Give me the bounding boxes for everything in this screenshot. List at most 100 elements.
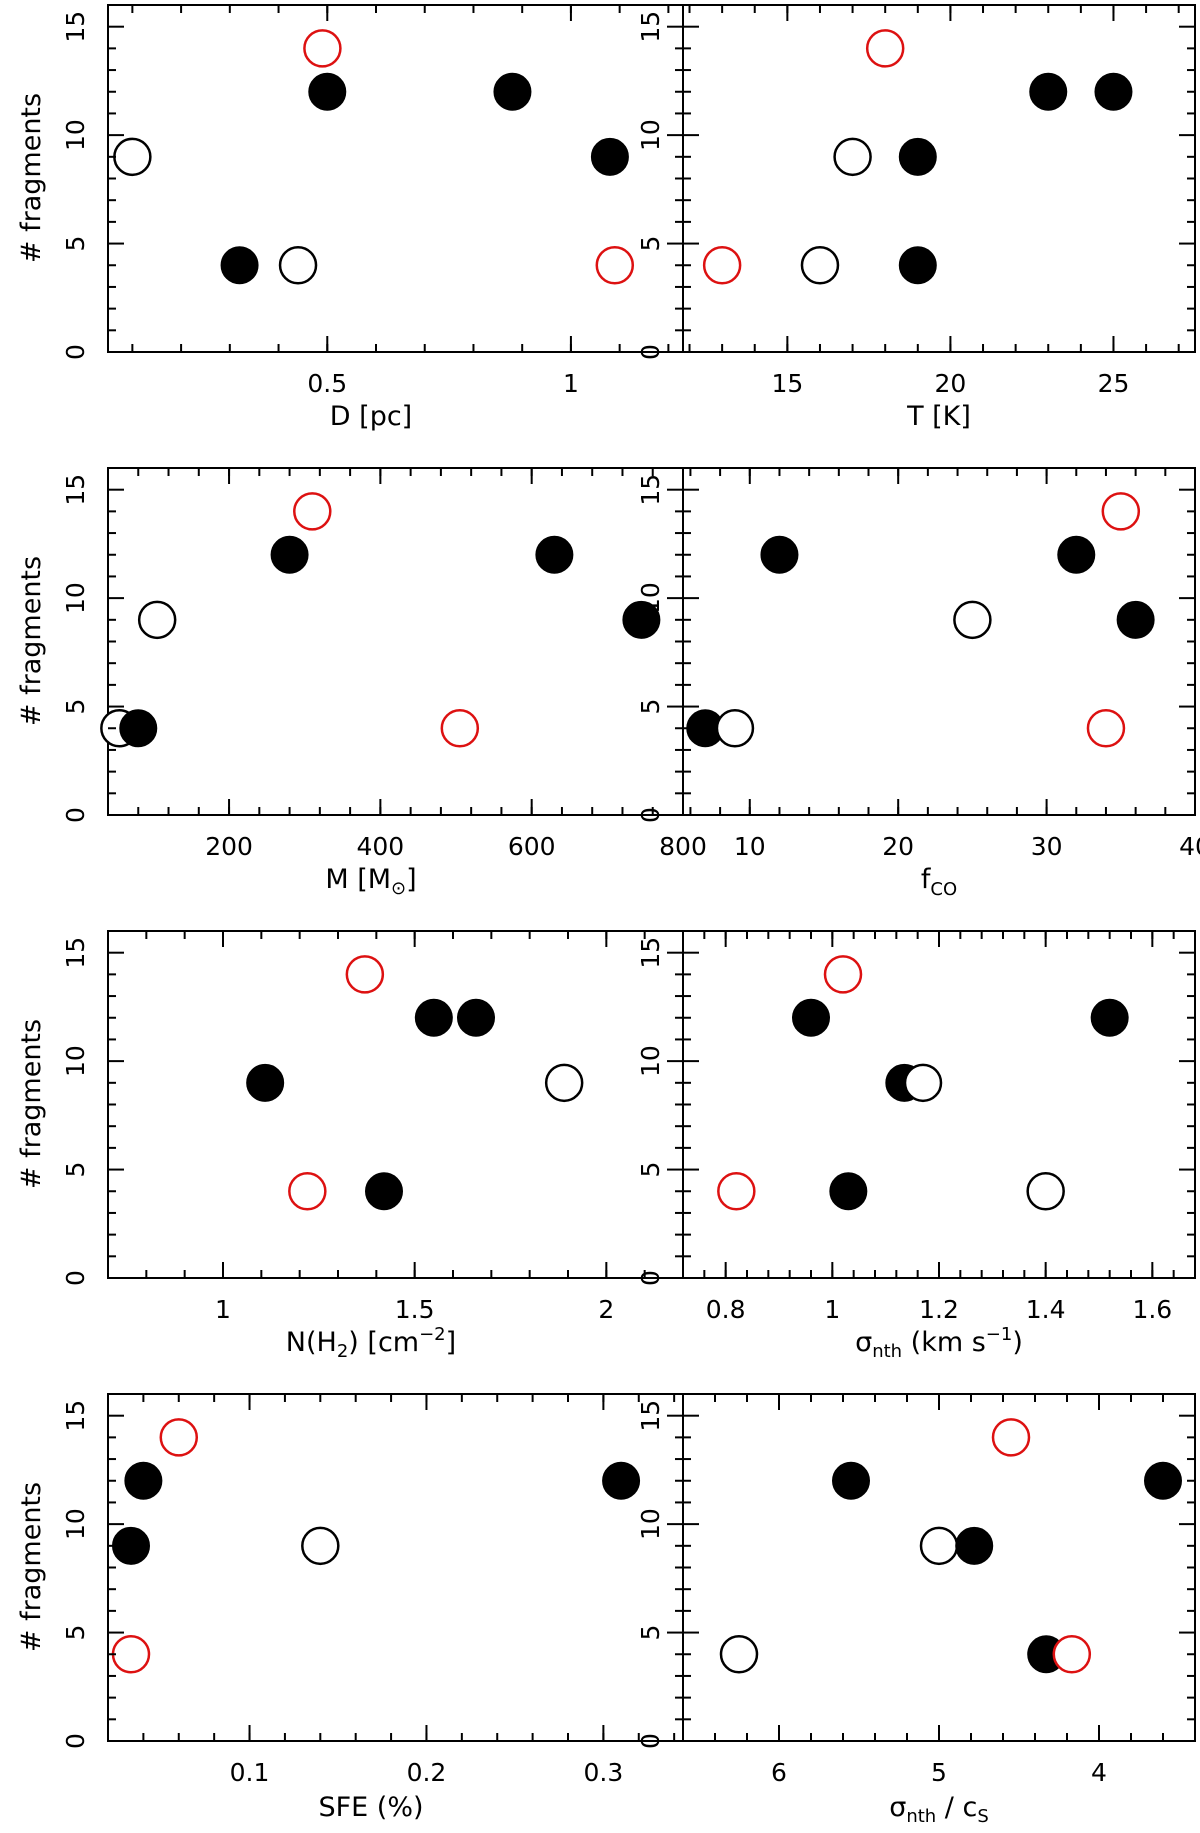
plot-frame — [682, 4, 1196, 353]
filled-point — [1090, 998, 1129, 1037]
x-tick-label: 0.1 — [230, 1758, 270, 1787]
y-axis-label: # fragments — [16, 1019, 47, 1189]
y-tick-label: 15 — [61, 11, 90, 43]
open-red-point — [159, 1418, 199, 1457]
x-tick-label: 10 — [734, 832, 766, 861]
y-tick-label: 10 — [61, 119, 90, 151]
filled-point — [1116, 600, 1155, 639]
panel-sfe: # fragments SFE (%) 0 5 10 15 0.1 0.2 0.3 — [16, 1393, 684, 1823]
y-tick-label: 15 — [61, 474, 90, 506]
open-red-point — [702, 246, 742, 285]
plot-frame — [107, 930, 684, 1279]
filled-point — [365, 1172, 403, 1211]
open-red-point — [1086, 709, 1126, 748]
x-tick-label: 4 — [1091, 1758, 1107, 1787]
open-black-point — [278, 246, 318, 285]
x-axis-label: D [pc] — [330, 401, 412, 432]
y-tick-label: 0 — [636, 344, 665, 360]
filled-point — [1094, 72, 1133, 111]
x-axis-label: SFE (%) — [318, 1792, 423, 1823]
open-red-point — [823, 955, 863, 994]
x-tick-label: 30 — [1031, 832, 1063, 861]
open-red-point — [440, 709, 480, 748]
panel-sigma: σnth (km s−1) 0 5 10 15 0.8 1 1.2 1.4 1.6 — [636, 930, 1196, 1362]
y-tick-label: 0 — [61, 1733, 90, 1749]
x-tick-label: 600 — [508, 832, 556, 861]
open-black-point — [800, 246, 840, 285]
filled-point — [1144, 1461, 1182, 1500]
x-tick-label: 0.3 — [584, 1758, 624, 1787]
panel-d: # fragments D [pc] 0 5 10 15 0.5 1 — [16, 4, 684, 432]
y-axis-label: # fragments — [16, 1482, 47, 1652]
open-black-point — [833, 137, 872, 177]
filled-point — [457, 998, 495, 1037]
open-red-point — [303, 29, 342, 68]
y-tick-label: 0 — [61, 807, 90, 823]
x-tick-label: 5 — [931, 1758, 947, 1787]
x-tick-label: 2 — [598, 1295, 614, 1324]
open-black-point — [953, 600, 992, 640]
filled-point — [1057, 535, 1096, 574]
x-tick-label: 1.4 — [1026, 1295, 1066, 1324]
open-black-point — [715, 709, 755, 748]
plot-frame — [107, 467, 684, 816]
y-tick-label: 0 — [636, 1733, 665, 1749]
y-tick-label: 10 — [636, 1045, 665, 1077]
y-tick-label: 5 — [61, 1625, 90, 1641]
filled-point — [602, 1461, 641, 1500]
x-tick-label: 200 — [205, 832, 253, 861]
x-axis-label: σnth / cS — [889, 1792, 989, 1827]
open-red-point — [1052, 1635, 1092, 1674]
filled-point — [493, 72, 532, 111]
x-axis-label: N(H2) [cm−2] — [286, 1324, 456, 1362]
filled-point — [792, 998, 830, 1037]
y-tick-label: 15 — [636, 11, 665, 43]
open-red-point — [111, 1635, 151, 1674]
open-black-point — [719, 1635, 759, 1674]
y-axis-label: # fragments — [16, 93, 47, 263]
y-tick-label: 5 — [61, 699, 90, 715]
filled-point — [124, 1461, 163, 1500]
filled-point — [112, 1526, 150, 1565]
x-tick-label: 1 — [215, 1295, 231, 1324]
x-tick-label: 1.6 — [1132, 1295, 1172, 1324]
panel-fco: fCO 0 5 10 15 10 20 30 40 — [636, 467, 1200, 900]
filled-point — [535, 535, 574, 574]
x-tick-label: 15 — [771, 369, 803, 398]
open-red-point — [345, 955, 385, 994]
y-tick-label: 10 — [61, 1508, 90, 1540]
y-tick-label: 10 — [61, 582, 90, 614]
x-tick-label: 400 — [357, 832, 405, 861]
x-tick-label: 25 — [1098, 369, 1130, 398]
x-axis-label: T [K] — [906, 401, 971, 432]
x-tick-label: 20 — [935, 369, 967, 398]
y-tick-label: 15 — [636, 474, 665, 506]
x-tick-label: 1 — [824, 1295, 840, 1324]
y-tick-label: 15 — [636, 937, 665, 969]
y-tick-label: 5 — [61, 1162, 90, 1178]
y-tick-label: 10 — [636, 119, 665, 151]
panel-nh2: # fragments N(H2) [cm−2] 0 5 10 15 1 1.5 2 — [16, 930, 684, 1362]
filled-point — [622, 600, 661, 639]
x-tick-label: 6 — [771, 1758, 787, 1787]
filled-point — [898, 246, 937, 285]
filled-point — [1029, 72, 1068, 111]
filled-point — [119, 709, 158, 748]
x-axis-label: σnth (km s−1) — [855, 1324, 1023, 1362]
filled-point — [898, 137, 937, 176]
open-red-point — [293, 492, 332, 531]
x-tick-label: 1.5 — [395, 1295, 435, 1324]
y-tick-label: 5 — [636, 1625, 665, 1641]
open-red-point — [288, 1172, 327, 1211]
open-black-point — [137, 600, 177, 640]
y-axis-label: # fragments — [16, 556, 47, 726]
x-tick-label: 0.2 — [407, 1758, 447, 1787]
filled-point — [760, 535, 799, 574]
filled-point — [308, 72, 347, 111]
filled-point — [832, 1461, 870, 1500]
x-tick-label: 40 — [1179, 832, 1200, 861]
y-tick-label: 5 — [61, 236, 90, 252]
open-red-point — [595, 246, 635, 285]
y-tick-label: 0 — [636, 1270, 665, 1286]
x-axis-label: M [M⊙] — [325, 864, 416, 899]
